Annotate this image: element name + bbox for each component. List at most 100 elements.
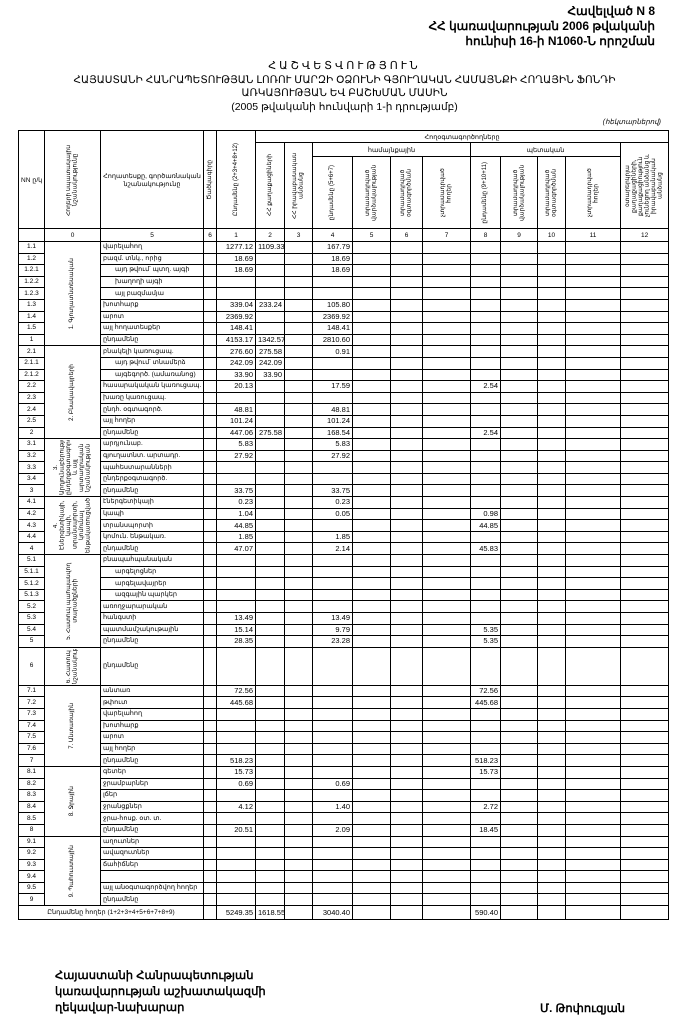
value-cell: 28.35 [216,635,256,648]
value-cell [470,241,501,254]
col0-cell [203,754,217,767]
row-code: 2.1 [18,345,45,358]
value-cell: 101.24 [312,414,353,428]
value-cell [422,496,471,509]
column-index: 4 [312,228,353,242]
value-cell [255,858,285,872]
header-landtype: Հողատեսքը, գործառնական նշանակությունը [100,130,204,229]
value-cell [537,275,566,289]
value-cell [312,287,353,300]
col0-cell [203,519,217,532]
value-cell [284,496,313,509]
value-cell [216,391,256,405]
value-cell [500,858,538,872]
value-cell [619,600,670,613]
title-line: ՀԱՇՎԵՏՎՈՒԹՅՈՒՆ [268,60,421,72]
value-cell [284,542,313,556]
value-cell: 18.45 [470,823,501,837]
value-cell [619,812,670,825]
value-cell [390,275,423,289]
value-cell [422,449,471,463]
value-cell [284,612,313,625]
col0-cell [203,835,217,849]
value-cell [500,742,538,756]
value-cell [422,893,471,907]
value-cell: 1.85 [312,530,353,544]
value-cell [537,847,566,860]
value-cell [500,823,538,837]
value-cell [390,554,423,567]
value-cell [537,438,566,451]
value-cell [422,275,471,289]
value-cell [565,623,621,637]
row-label: այլ հողեր [100,414,204,428]
signer-name: Մ. Թոփուզյան [540,1003,626,1015]
row-label: արդյունաբ. [100,438,204,451]
value-cell [422,507,471,521]
value-cell [390,368,423,382]
value-cell [352,646,391,686]
value-cell [537,403,566,416]
value-cell [537,623,566,637]
row-code: 9.3 [18,858,45,872]
value-cell [312,646,353,686]
value-cell [352,588,391,602]
value-cell [216,600,256,613]
value-cell [422,847,471,860]
value-cell [255,612,285,625]
value-cell [312,731,353,744]
value-cell [352,345,391,358]
value-cell [537,731,566,744]
value-cell [390,835,423,849]
row-code: 1 [18,333,45,347]
value-cell [565,252,621,266]
table-row: 1.2.1 այդ թվում՝ պտղ. այգի 18.69 18.69 [18,264,670,277]
value-cell [216,731,256,744]
value-cell [352,368,391,382]
value-cell [284,322,313,335]
value-cell [390,449,423,463]
col0-cell [203,310,217,324]
value-cell [619,438,670,451]
value-cell: 2.14 [312,542,353,556]
value-cell [422,252,471,266]
value-cell [216,847,256,860]
col0-cell [203,823,217,837]
value-cell [312,812,353,825]
value-cell [390,588,423,602]
col0-cell [203,472,217,486]
table-row: 9.1 9. Պահուստային աղուտներ [18,835,670,907]
value-cell [255,847,285,860]
value-cell [352,789,391,802]
table-row: 4.2 կապի 1.04 0.05 0.98 [18,507,670,521]
col0-cell [203,600,217,613]
value-cell [619,403,670,416]
value-cell [216,554,256,567]
value-cell [565,519,621,532]
value-cell [537,356,566,370]
value-cell [619,565,670,579]
value-cell [284,600,313,613]
value-cell [470,461,501,474]
value-cell [619,519,670,532]
value-cell [619,333,670,347]
value-cell [537,600,566,613]
value-cell [312,835,353,849]
table-row: 2.3 խառը կառուցապ. [18,391,670,405]
value-cell [565,635,621,648]
value-cell [537,823,566,837]
value-cell [422,368,471,382]
value-cell [312,765,353,779]
value-cell [619,472,670,486]
value-cell [470,847,501,860]
col0-cell [203,635,217,648]
value-cell [619,241,670,254]
value-cell [619,765,670,779]
value-cell [284,623,313,637]
col0-cell [203,414,217,428]
value-cell [565,565,621,579]
value-cell [390,264,423,277]
value-cell: 2.09 [312,823,353,837]
row-label: ընդամենը [100,484,204,498]
value-cell: 1277.12 [216,241,256,254]
